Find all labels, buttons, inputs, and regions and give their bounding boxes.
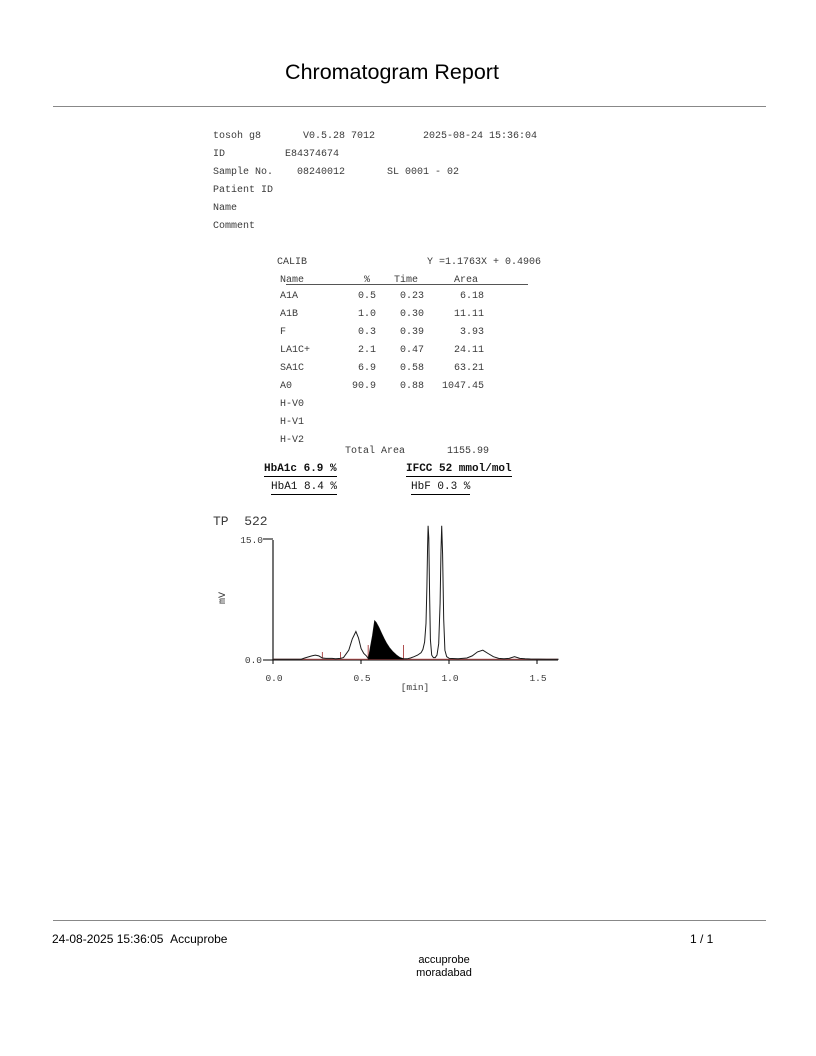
svg-text:[min]: [min] — [401, 682, 430, 693]
svg-text:1.0: 1.0 — [441, 673, 458, 684]
svg-text:15.0: 15.0 — [240, 535, 263, 546]
svg-text:1.5: 1.5 — [529, 673, 546, 684]
svg-text:0.0: 0.0 — [245, 655, 262, 666]
svg-text:0.0: 0.0 — [265, 673, 282, 684]
svg-text:0.5: 0.5 — [353, 673, 370, 684]
svg-text:mV: mV — [218, 592, 229, 604]
